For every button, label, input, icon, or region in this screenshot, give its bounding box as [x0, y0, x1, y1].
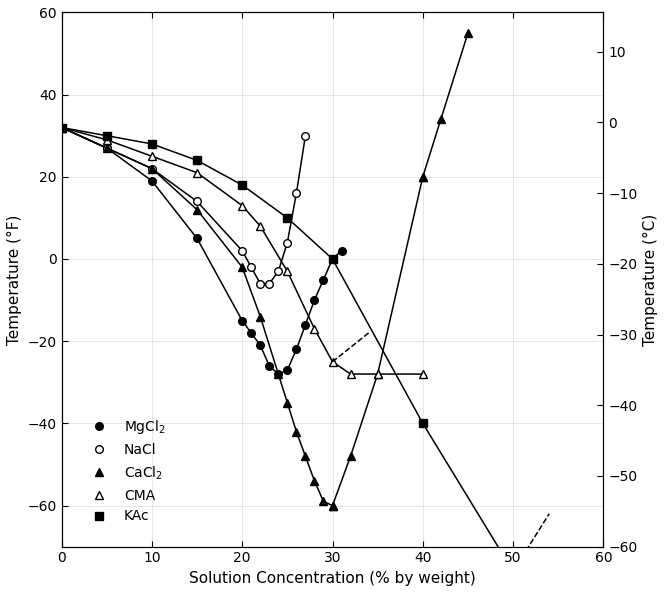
- Y-axis label: Temperature (°F): Temperature (°F): [7, 214, 22, 345]
- CMA: [58, 124, 66, 131]
- CMA: [346, 371, 354, 378]
- NaCl: [58, 124, 66, 131]
- Y-axis label: Temperature (°C): Temperature (°C): [643, 213, 658, 346]
- MgCl$_2$: [247, 329, 255, 336]
- MgCl$_2$: [256, 342, 264, 349]
- X-axis label: Solution Concentration (% by weight): Solution Concentration (% by weight): [189, 571, 476, 586]
- CaCl$_2$: [238, 264, 246, 271]
- CMA: [103, 136, 111, 144]
- CMA: [238, 202, 246, 209]
- CMA: [283, 268, 291, 275]
- KAc: [509, 568, 517, 575]
- NaCl: [247, 264, 255, 271]
- Line: CaCl$_2$: CaCl$_2$: [58, 124, 336, 509]
- MgCl$_2$: [329, 256, 336, 263]
- CMA: [256, 222, 264, 229]
- NaCl: [301, 132, 309, 139]
- KAc: [193, 157, 201, 164]
- MgCl$_2$: [275, 371, 283, 378]
- MgCl$_2$: [58, 124, 66, 131]
- CaCl$_2$: [311, 477, 319, 484]
- NaCl: [256, 280, 264, 287]
- MgCl$_2$: [301, 321, 309, 329]
- Line: CMA: CMA: [58, 124, 427, 378]
- NaCl: [275, 268, 283, 275]
- MgCl$_2$: [319, 276, 327, 283]
- MgCl$_2$: [338, 247, 346, 254]
- KAc: [58, 124, 66, 131]
- MgCl$_2$: [311, 296, 319, 304]
- KAc: [238, 181, 246, 189]
- MgCl$_2$: [293, 346, 301, 353]
- NaCl: [193, 198, 201, 205]
- Legend: MgCl$_2$, NaCl, CaCl$_2$, CMA, KAc: MgCl$_2$, NaCl, CaCl$_2$, CMA, KAc: [79, 413, 171, 529]
- KAc: [283, 214, 291, 221]
- MgCl$_2$: [283, 366, 291, 374]
- MgCl$_2$: [148, 177, 156, 184]
- NaCl: [238, 247, 246, 254]
- CMA: [374, 371, 382, 378]
- CMA: [311, 326, 319, 333]
- NaCl: [103, 145, 111, 152]
- MgCl$_2$: [265, 362, 273, 369]
- NaCl: [293, 190, 301, 197]
- CMA: [193, 169, 201, 176]
- Line: MgCl$_2$: MgCl$_2$: [58, 124, 345, 378]
- KAc: [103, 132, 111, 139]
- NaCl: [148, 165, 156, 172]
- NaCl: [283, 239, 291, 246]
- Line: KAc: KAc: [58, 124, 517, 575]
- MgCl$_2$: [193, 235, 201, 242]
- KAc: [329, 256, 336, 263]
- CMA: [148, 153, 156, 160]
- CMA: [419, 371, 427, 378]
- CaCl$_2$: [103, 145, 111, 152]
- NaCl: [265, 280, 273, 287]
- CaCl$_2$: [329, 502, 336, 509]
- CaCl$_2$: [256, 313, 264, 320]
- CaCl$_2$: [275, 371, 283, 378]
- CaCl$_2$: [293, 428, 301, 435]
- Line: NaCl: NaCl: [58, 124, 309, 288]
- CaCl$_2$: [301, 452, 309, 460]
- MgCl$_2$: [238, 317, 246, 324]
- CaCl$_2$: [193, 206, 201, 213]
- CaCl$_2$: [148, 165, 156, 172]
- CaCl$_2$: [283, 399, 291, 406]
- MgCl$_2$: [103, 145, 111, 152]
- KAc: [419, 420, 427, 427]
- CaCl$_2$: [319, 498, 327, 505]
- CMA: [329, 358, 336, 365]
- KAc: [148, 141, 156, 148]
- CaCl$_2$: [58, 124, 66, 131]
